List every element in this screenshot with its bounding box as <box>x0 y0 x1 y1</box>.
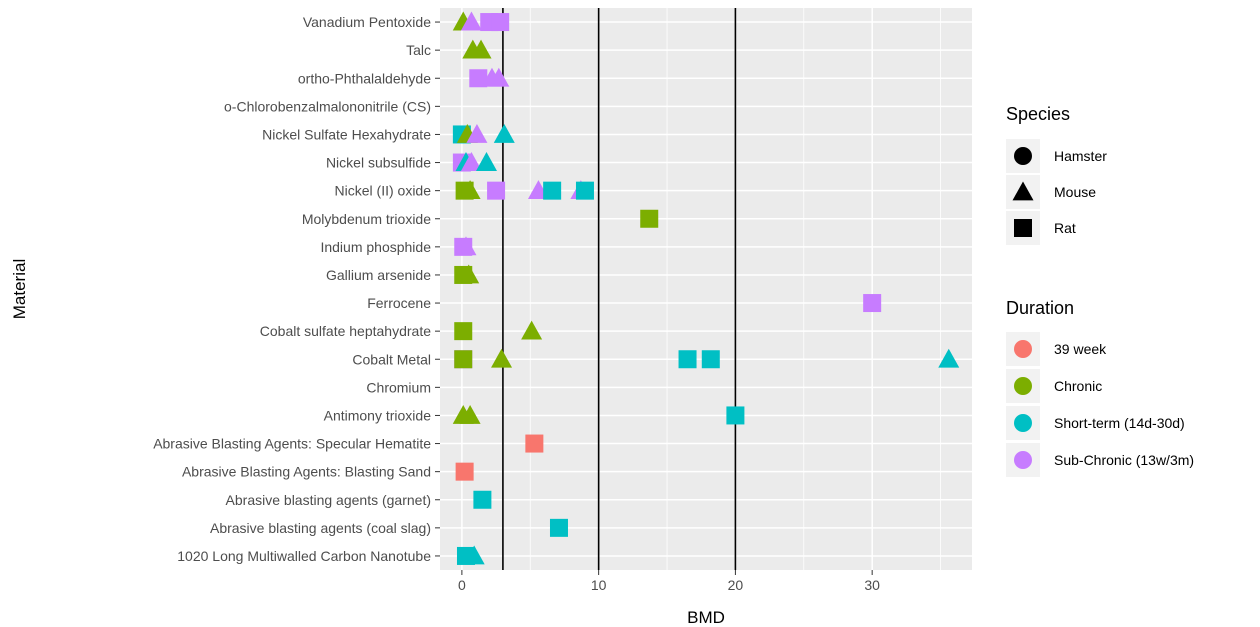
y-tick-label: Antimony trioxide <box>324 407 432 423</box>
data-point <box>459 180 481 200</box>
data-point <box>678 350 697 369</box>
legend-key-circle <box>1014 377 1032 395</box>
data-point <box>487 181 506 200</box>
data-point <box>488 67 510 87</box>
data-point <box>525 434 544 453</box>
data-point <box>458 264 480 284</box>
data-point <box>491 348 513 368</box>
data-point <box>454 350 473 369</box>
data-point <box>473 490 492 509</box>
y-tick-label: o-Chlorobenzalmalononitrile (CS) <box>224 98 431 114</box>
data-point <box>863 294 882 313</box>
data-point <box>726 406 745 425</box>
legend-key-circle <box>1014 340 1032 358</box>
data-point <box>469 69 488 88</box>
y-tick-label: Chromium <box>366 379 431 395</box>
data-point <box>455 462 474 481</box>
y-tick-label: Vanadium Pentoxide <box>303 14 431 30</box>
legend-label: Hamster <box>1054 148 1107 164</box>
legend-label: Rat <box>1054 220 1076 236</box>
y-tick-label: Abrasive blasting agents (garnet) <box>226 492 431 508</box>
legend-key-circle <box>1014 451 1032 469</box>
y-tick-label: Cobalt Metal <box>352 351 431 367</box>
data-point <box>549 518 568 537</box>
data-points <box>452 11 960 565</box>
legend-label: Sub-Chronic (13w/3m) <box>1054 452 1194 468</box>
y-tick-label: Abrasive Blasting Agents: Blasting Sand <box>182 464 431 480</box>
legend-title-species: Species <box>1006 104 1070 124</box>
data-point <box>521 320 543 340</box>
legend-key-square <box>1014 219 1032 237</box>
y-tick-label: Abrasive Blasting Agents: Specular Hemat… <box>153 436 431 452</box>
data-point <box>640 209 659 228</box>
legend-label: Short-term (14d-30d) <box>1054 415 1185 431</box>
y-tick-label: Nickel subsulfide <box>326 155 431 171</box>
data-point <box>493 123 515 143</box>
data-point <box>475 152 497 171</box>
data-point <box>460 152 482 171</box>
panel-background <box>440 8 972 570</box>
data-point <box>470 39 492 59</box>
y-tick-label: 1020 Long Multiwalled Carbon Nanotube <box>177 548 431 564</box>
y-tick-label: ortho-Phthalaldehyde <box>298 70 431 86</box>
x-tick-label: 0 <box>458 577 466 593</box>
y-axis-title: Material <box>10 259 29 319</box>
data-point <box>463 545 485 565</box>
legend-label: Mouse <box>1054 184 1096 200</box>
data-point <box>543 181 562 200</box>
y-tick-label: Molybdenum trioxide <box>302 211 431 227</box>
legend-key-circle <box>1014 414 1032 432</box>
data-point <box>460 11 482 31</box>
legend-key-triangle <box>1012 181 1034 201</box>
legend-title-duration: Duration <box>1006 298 1074 318</box>
x-tick-label: 10 <box>591 577 607 593</box>
y-tick-label: Abrasive blasting agents (coal slag) <box>210 520 431 536</box>
y-tick-label: Ferrocene <box>367 295 431 311</box>
data-point <box>455 236 477 256</box>
legend: Species Hamster Mouse Rat Duration 39 week Chr… <box>1006 104 1194 477</box>
data-point <box>938 348 960 368</box>
y-tick-label: Indium phosphide <box>320 239 431 255</box>
y-tick-label: Nickel Sulfate Hexahydrate <box>262 126 431 142</box>
data-point <box>466 123 488 143</box>
data-point <box>701 350 720 369</box>
y-tick-label: Talc <box>406 42 431 58</box>
reference-lines <box>502 8 737 570</box>
y-tick-label: Nickel (II) oxide <box>335 183 432 199</box>
legend-label: Chronic <box>1054 378 1102 394</box>
x-tick-label: 30 <box>864 577 880 593</box>
x-axis-title: BMD <box>687 608 725 627</box>
x-tick-label: 20 <box>728 577 744 593</box>
legend-label: 39 week <box>1054 341 1107 357</box>
y-tick-label: Cobalt sulfate heptahydrate <box>260 323 431 339</box>
data-point <box>459 404 481 424</box>
data-point <box>454 322 473 341</box>
y-axis: 1020 Long Multiwalled Carbon Nanotube Abr… <box>153 14 440 564</box>
data-point <box>575 181 594 200</box>
x-axis: 0 10 20 30 <box>458 570 880 593</box>
y-tick-label: Gallium arsenide <box>326 267 431 283</box>
data-point <box>491 13 510 32</box>
legend-key-circle <box>1014 147 1032 165</box>
